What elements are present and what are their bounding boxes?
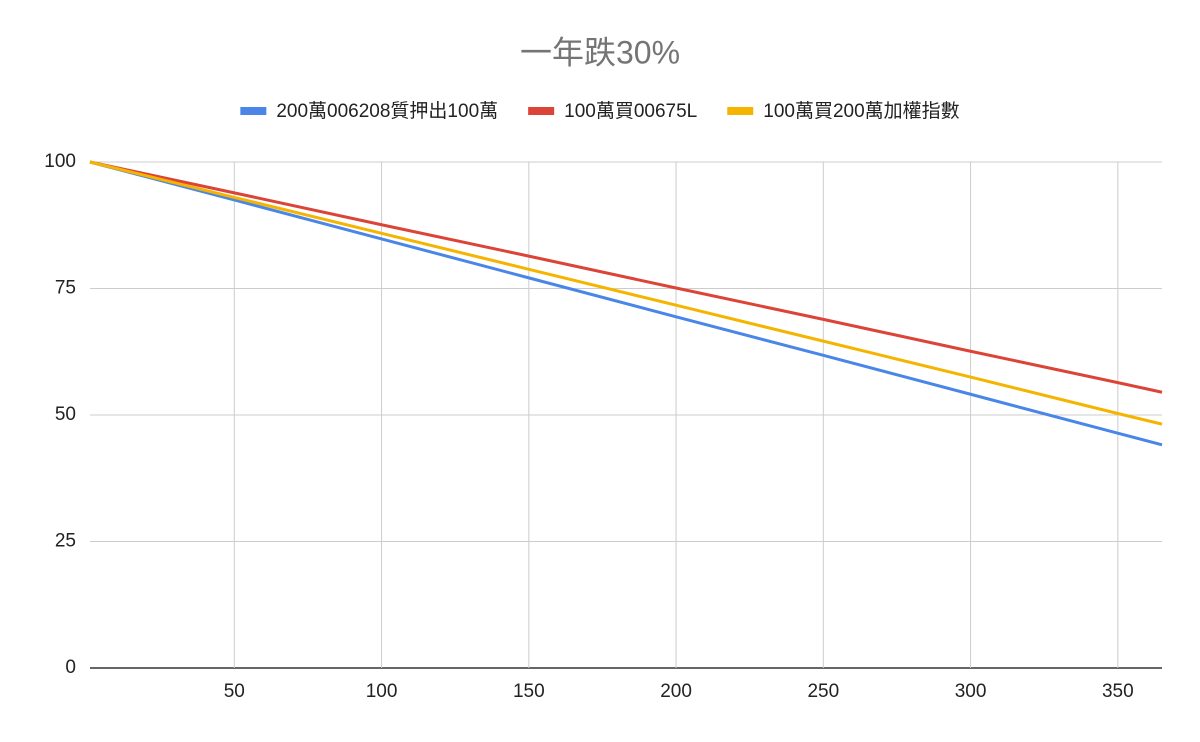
x-tick-label: 300 [955, 681, 987, 702]
y-tick-label: 25 [55, 531, 76, 552]
x-tick-label: 350 [1102, 681, 1134, 702]
x-tick-label: 150 [513, 681, 545, 702]
x-tick-label: 200 [660, 681, 692, 702]
legend-swatch [528, 107, 555, 115]
x-tick-label: 100 [366, 681, 398, 702]
legend-text: 100萬買00675L [564, 100, 697, 122]
series-line [89, 160, 1163, 447]
y-tick-label: 50 [55, 404, 76, 425]
y-tick-label: 0 [65, 657, 76, 678]
legend-swatch [727, 107, 754, 115]
legend-text: 100萬買200萬加權指數 [763, 100, 959, 122]
series-line [89, 160, 1163, 394]
y-tick-label: 100 [44, 151, 76, 172]
legend-text: 200萬006208質押出100萬 [276, 100, 498, 122]
x-tick-label: 250 [807, 681, 839, 702]
y-tick-label: 75 [55, 278, 76, 299]
series-line [89, 160, 1163, 426]
x-tick-label: 50 [224, 681, 245, 702]
legend-swatch [240, 107, 267, 115]
chart-title: 一年跌30% [520, 34, 680, 70]
